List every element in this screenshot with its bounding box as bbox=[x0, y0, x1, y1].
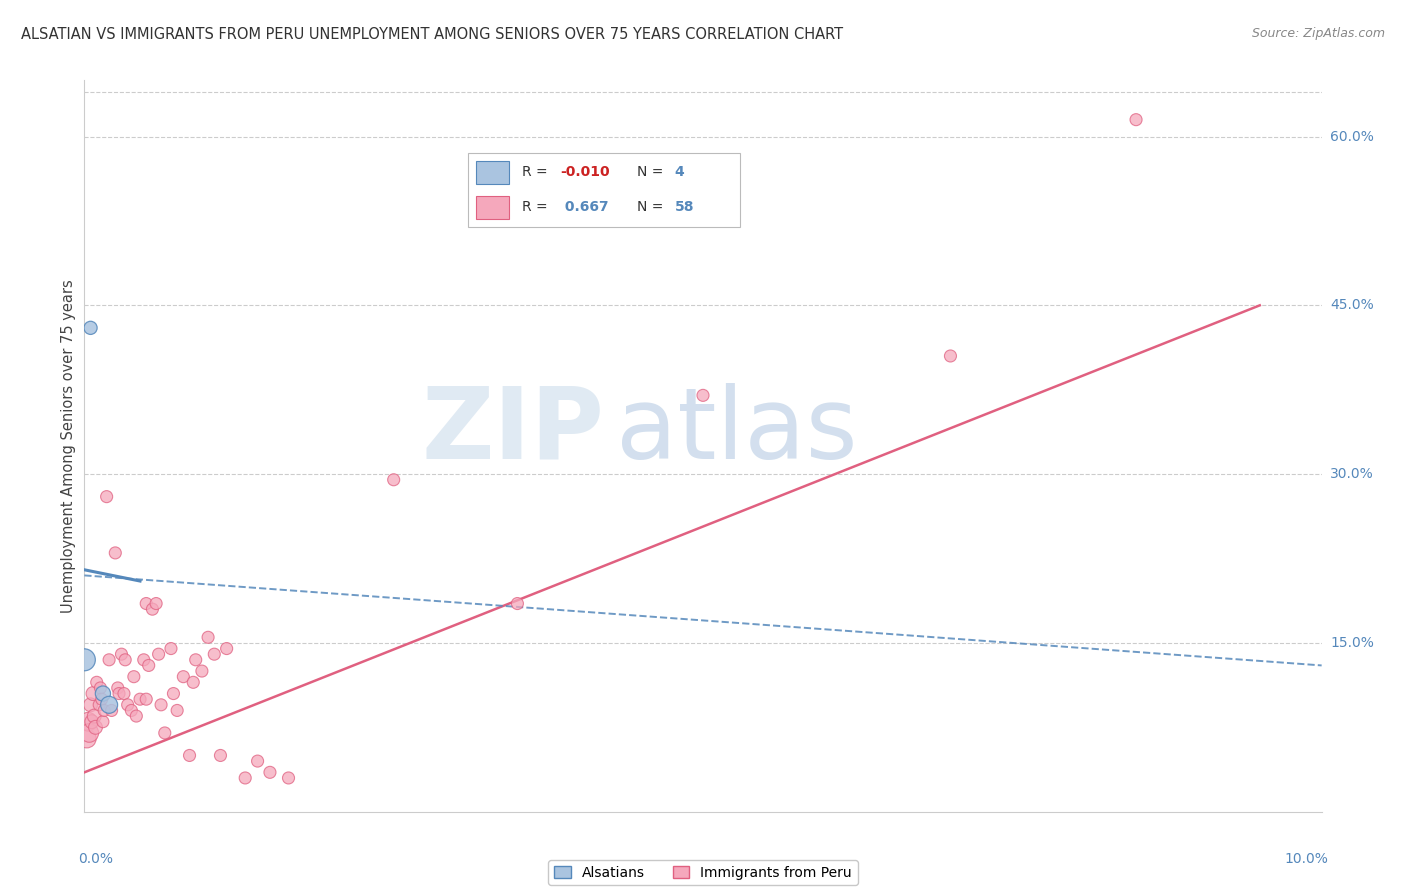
Point bbox=[89, 681, 111, 695]
Text: 10.0%: 10.0% bbox=[1284, 852, 1327, 866]
Point bbox=[160, 641, 183, 656]
Point bbox=[184, 653, 207, 667]
Point bbox=[73, 653, 96, 667]
Point bbox=[84, 720, 107, 734]
Point bbox=[153, 726, 176, 740]
Text: ZIP: ZIP bbox=[422, 383, 605, 480]
Point bbox=[80, 714, 103, 729]
Point bbox=[141, 602, 163, 616]
Point bbox=[138, 658, 160, 673]
Point bbox=[117, 698, 139, 712]
Point bbox=[112, 687, 135, 701]
Point bbox=[202, 647, 225, 661]
Legend: Alsatians, Immigrants from Peru: Alsatians, Immigrants from Peru bbox=[548, 860, 858, 885]
Point bbox=[100, 703, 122, 717]
Point bbox=[86, 675, 108, 690]
Point bbox=[145, 597, 167, 611]
Point bbox=[233, 771, 256, 785]
Point bbox=[120, 703, 142, 717]
Point bbox=[114, 653, 136, 667]
Point bbox=[79, 321, 101, 335]
Point bbox=[108, 687, 131, 701]
Point bbox=[98, 698, 121, 712]
Point bbox=[125, 709, 148, 723]
Text: ALSATIAN VS IMMIGRANTS FROM PERU UNEMPLOYMENT AMONG SENIORS OVER 75 YEARS CORREL: ALSATIAN VS IMMIGRANTS FROM PERU UNEMPLO… bbox=[21, 27, 844, 42]
Point bbox=[96, 490, 118, 504]
Text: Source: ZipAtlas.com: Source: ZipAtlas.com bbox=[1251, 27, 1385, 40]
Point bbox=[79, 726, 101, 740]
Point bbox=[79, 698, 101, 712]
Text: 30.0%: 30.0% bbox=[1330, 467, 1374, 481]
Point bbox=[82, 687, 104, 701]
Point bbox=[259, 765, 281, 780]
Point bbox=[129, 692, 152, 706]
Point bbox=[98, 653, 121, 667]
Point bbox=[132, 653, 155, 667]
Point bbox=[93, 703, 115, 717]
Y-axis label: Unemployment Among Seniors over 75 years: Unemployment Among Seniors over 75 years bbox=[60, 279, 76, 613]
Point bbox=[191, 664, 214, 678]
Point bbox=[162, 687, 184, 701]
Text: 15.0%: 15.0% bbox=[1330, 636, 1374, 650]
Point bbox=[150, 698, 173, 712]
Point bbox=[1125, 112, 1147, 127]
Point bbox=[215, 641, 238, 656]
Point bbox=[89, 698, 111, 712]
Point bbox=[83, 709, 105, 723]
Point bbox=[382, 473, 405, 487]
Point bbox=[122, 670, 145, 684]
Point bbox=[135, 692, 157, 706]
Point bbox=[104, 546, 127, 560]
Point bbox=[197, 630, 219, 644]
Text: 0.0%: 0.0% bbox=[79, 852, 112, 866]
Point bbox=[166, 703, 188, 717]
Point bbox=[172, 670, 194, 684]
Point bbox=[91, 687, 114, 701]
Point bbox=[209, 748, 232, 763]
Point bbox=[76, 731, 98, 746]
Text: atlas: atlas bbox=[616, 383, 858, 480]
Point bbox=[179, 748, 201, 763]
Point bbox=[181, 675, 204, 690]
Point bbox=[77, 714, 100, 729]
Point bbox=[110, 647, 132, 661]
Point bbox=[506, 597, 529, 611]
Point bbox=[692, 388, 714, 402]
Point bbox=[246, 754, 269, 768]
Point bbox=[135, 597, 157, 611]
Point bbox=[277, 771, 299, 785]
Point bbox=[939, 349, 962, 363]
Point bbox=[107, 681, 129, 695]
Text: 45.0%: 45.0% bbox=[1330, 298, 1374, 312]
Point bbox=[91, 714, 114, 729]
Text: 60.0%: 60.0% bbox=[1330, 129, 1374, 144]
Point bbox=[148, 647, 170, 661]
Point bbox=[90, 692, 112, 706]
